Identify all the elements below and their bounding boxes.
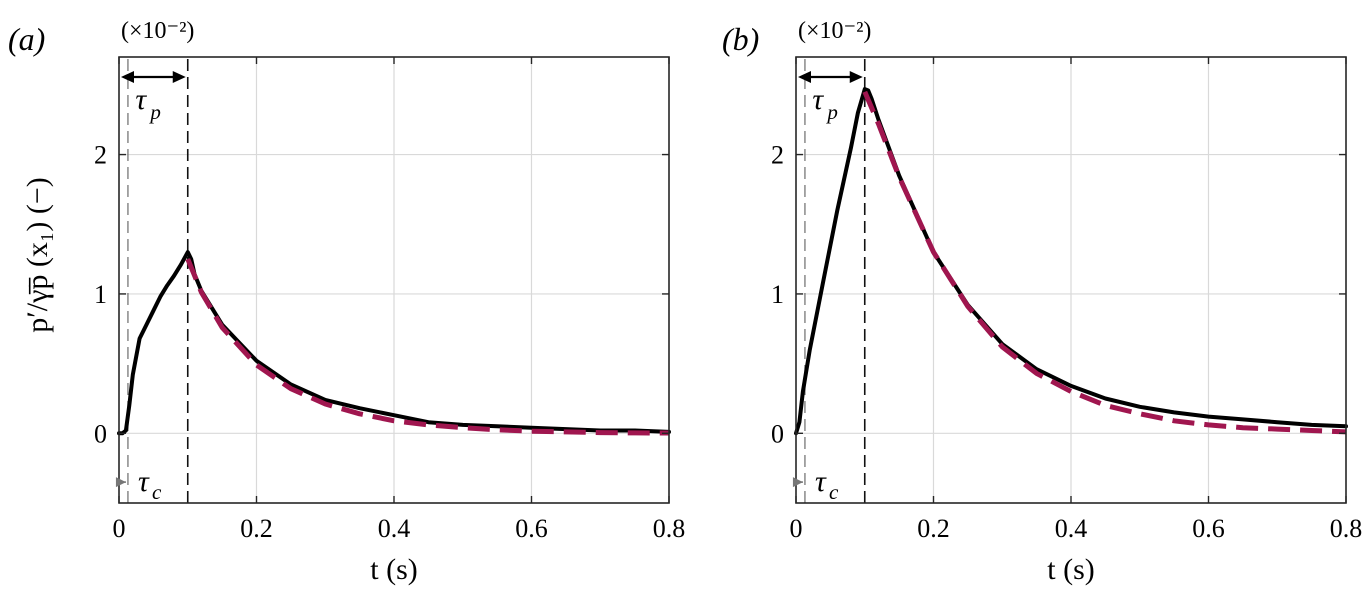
tau-c-arrow-head — [792, 477, 803, 488]
y-tick-label: 0 — [94, 419, 107, 448]
tau-c-subscript: c — [152, 480, 162, 504]
tau-p-label: τ — [135, 83, 147, 116]
tau-p-arrow-head-right — [172, 71, 186, 83]
x-axis-label: t (s) — [1047, 553, 1095, 586]
scale-multiplier-label: (×10⁻²) — [121, 18, 194, 44]
tau-c-label: τ — [815, 465, 827, 498]
tau-p-subscript: p — [148, 100, 161, 124]
x-tick-label: 0.4 — [378, 514, 411, 543]
model-fit-dashed-line — [185, 258, 670, 436]
x-tick-label: 0.4 — [1055, 514, 1088, 543]
tau-c-arrow-head — [115, 477, 126, 488]
x-axis-label: t (s) — [370, 553, 418, 586]
y-tick-label: 1 — [94, 280, 107, 309]
tau-p-arrow-head-left — [121, 71, 134, 83]
x-tick-label: 0.6 — [515, 514, 548, 543]
x-tick-label: 0 — [790, 514, 803, 543]
tau-p-arrow-head-right — [849, 71, 863, 83]
scale-multiplier-label: (×10⁻²) — [798, 18, 871, 44]
tau-p-label: τ — [812, 83, 824, 116]
tau-p-subscript: p — [825, 100, 838, 124]
model-fit-dashed-line — [862, 90, 1347, 435]
x-tick-label: 0 — [113, 514, 126, 543]
measured-pressure-line — [117, 250, 671, 436]
tau-c-subscript: c — [829, 480, 839, 504]
x-tick-label: 0.8 — [653, 514, 686, 543]
y-tick-label: 0 — [771, 419, 784, 448]
y-tick-label: 2 — [94, 141, 107, 170]
y-tick-label: 2 — [771, 141, 784, 170]
x-tick-label: 0.8 — [1330, 514, 1363, 543]
tau-p-arrow-head-left — [798, 71, 811, 83]
y-tick-label: 1 — [771, 280, 784, 309]
grid — [119, 57, 669, 503]
x-tick-label: 0.2 — [917, 514, 950, 543]
panel-label: (a) — [8, 21, 45, 57]
panel-label: (b) — [722, 21, 759, 57]
x-tick-label: 0.2 — [240, 514, 273, 543]
x-tick-label: 0.6 — [1192, 514, 1225, 543]
tau-c-label: τ — [138, 465, 150, 498]
grid — [796, 57, 1346, 503]
y-axis-label: p′/γ̄p̄ (x₁) (−) — [21, 177, 54, 333]
